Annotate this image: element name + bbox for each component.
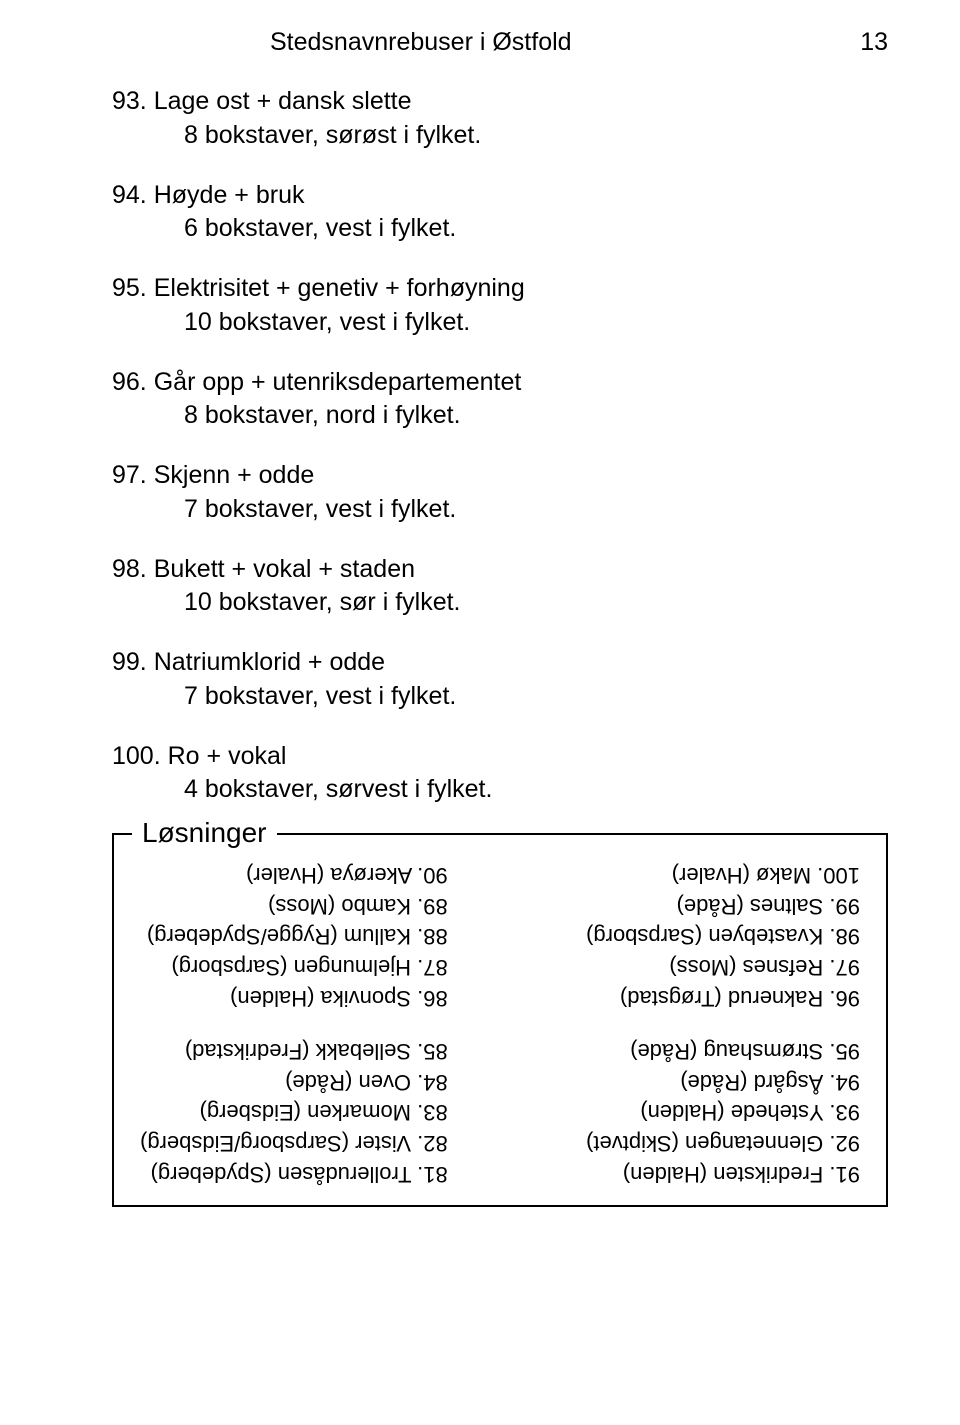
- solution-item: 87. Hjelmungen (Sarpsborg): [140, 951, 448, 982]
- solution-item: 94. Åsgård (Råde): [586, 1066, 860, 1097]
- entry-clue: 98. Bukett + vokal + staden: [112, 553, 888, 587]
- header-title: Stedsnavnrebuser i Østfold: [270, 28, 572, 57]
- solution-item: 95. Strømshaug (Råde): [586, 1035, 860, 1066]
- solution-item: 96. Raknerud (Trøgstad): [586, 982, 860, 1013]
- entry-hint: 6 bokstaver, vest i fylket.: [112, 212, 888, 246]
- solution-item: 89. Kambo (Moss): [140, 890, 448, 921]
- solution-item: 84. Oven (Råde): [140, 1066, 448, 1097]
- entry: 99. Natriumklorid + odde 7 bokstaver, ve…: [112, 646, 888, 714]
- solutions-box: Løsninger 91. Fredriksten (Halden) 92. G…: [112, 833, 888, 1207]
- solution-item: 98. Kvastebyen (Sarpsborg): [586, 921, 860, 952]
- entry-hint: 10 bokstaver, sør i fylket.: [112, 586, 888, 620]
- solution-item: 85. Sellebakk (Fredrikstad): [140, 1035, 448, 1066]
- solution-item: 91. Fredriksten (Halden): [586, 1158, 860, 1189]
- entry-hint: 7 bokstaver, vest i fylket.: [112, 493, 888, 527]
- page-header: Stedsnavnrebuser i Østfold 13: [112, 28, 888, 57]
- solution-item: 83. Momarken (Eidsberg): [140, 1097, 448, 1128]
- solution-item: 99. Saltnes (Råde): [586, 890, 860, 921]
- entry: 96. Går opp + utenriksdepartementet 8 bo…: [112, 366, 888, 434]
- entry-clue: 99. Natriumklorid + odde: [112, 646, 888, 680]
- entry-list: 93. Lage ost + dansk slette 8 bokstaver,…: [112, 85, 888, 807]
- entry-hint: 8 bokstaver, nord i fylket.: [112, 399, 888, 433]
- solution-item: 100. Makø (Hvaler): [586, 859, 860, 890]
- entry-clue: 95. Elektrisitet + genetiv + forhøyning: [112, 272, 888, 306]
- entry: 94. Høyde + bruk 6 bokstaver, vest i fyl…: [112, 179, 888, 247]
- entry-hint: 8 bokstaver, sørøst i fylket.: [112, 119, 888, 153]
- entry-clue: 96. Går opp + utenriksdepartementet: [112, 366, 888, 400]
- solution-item: 82. Vister (Sarpsborg/Eidsberg): [140, 1127, 448, 1158]
- entry-clue: 93. Lage ost + dansk slette: [112, 85, 888, 119]
- page-number: 13: [860, 28, 888, 57]
- entry-hint: 7 bokstaver, vest i fylket.: [112, 680, 888, 714]
- entry: 97. Skjenn + odde 7 bokstaver, vest i fy…: [112, 459, 888, 527]
- solution-item: 88. Kallum (Rygge/Spydeberg): [140, 921, 448, 952]
- entry-hint: 4 bokstaver, sørvest i fylket.: [112, 773, 888, 807]
- entry: 98. Bukett + vokal + staden 10 bokstaver…: [112, 553, 888, 621]
- entry: 100. Ro + vokal 4 bokstaver, sørvest i f…: [112, 740, 888, 808]
- solution-item: 92. Glennetangen (Skiptvet): [586, 1127, 860, 1158]
- solutions-left-col: 91. Fredriksten (Halden) 92. Glennetange…: [586, 859, 860, 1189]
- entry: 93. Lage ost + dansk slette 8 bokstaver,…: [112, 85, 888, 153]
- entry-hint: 10 bokstaver, vest i fylket.: [112, 306, 888, 340]
- solution-item: 81. Trollerudåsen (Spydeberg): [140, 1158, 448, 1189]
- solutions-label: Løsninger: [132, 817, 277, 849]
- entry-clue: 94. Høyde + bruk: [112, 179, 888, 213]
- solution-item: 97. Refsnes (Moss): [586, 951, 860, 982]
- entry-clue: 100. Ro + vokal: [112, 740, 888, 774]
- solution-item: 86. Sponvika (Halden): [140, 982, 448, 1013]
- entry-clue: 97. Skjenn + odde: [112, 459, 888, 493]
- solution-item: 90. Akerøya (Hvaler): [140, 859, 448, 890]
- solutions-right-col: 81. Trollerudåsen (Spydeberg) 82. Vister…: [140, 859, 448, 1189]
- solutions-content: 91. Fredriksten (Halden) 92. Glennetange…: [122, 859, 878, 1189]
- entry: 95. Elektrisitet + genetiv + forhøyning …: [112, 272, 888, 340]
- solution-item: 93. Ystehede (Halden): [586, 1097, 860, 1128]
